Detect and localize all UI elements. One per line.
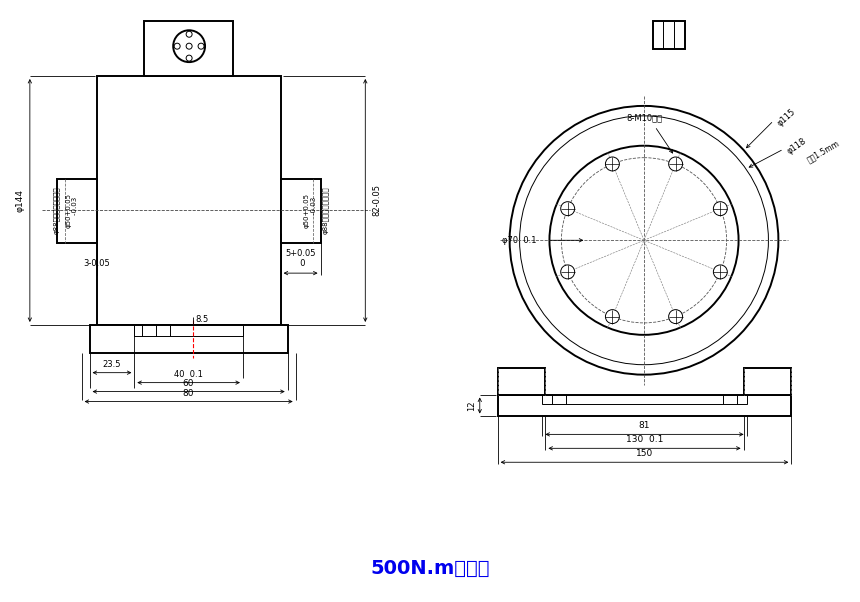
- Bar: [144, 21, 233, 76]
- Circle shape: [173, 30, 205, 62]
- Bar: [653, 21, 685, 49]
- Circle shape: [510, 106, 778, 374]
- Text: 500N.m外形图: 500N.m外形图: [371, 559, 489, 579]
- Bar: [89, 325, 287, 353]
- Circle shape: [175, 43, 180, 49]
- Text: 130  0.1: 130 0.1: [626, 435, 663, 444]
- Circle shape: [605, 309, 619, 324]
- Text: 82-0.05: 82-0.05: [372, 184, 382, 217]
- Text: φ88配联轴器外形尺寸: φ88配联轴器外形尺寸: [53, 187, 60, 234]
- Text: φ88配联轴器外形尺寸: φ88配联轴器外形尺寸: [322, 187, 329, 234]
- Text: φ70  0.1: φ70 0.1: [502, 236, 537, 245]
- Circle shape: [562, 158, 727, 323]
- Text: 8.5: 8.5: [195, 315, 209, 324]
- Text: 8-M10均布: 8-M10均布: [627, 114, 663, 123]
- Bar: [744, 368, 791, 394]
- Bar: [543, 394, 746, 403]
- Text: φ50+0.05
    -0.03: φ50+0.05 -0.03: [304, 193, 317, 228]
- Circle shape: [587, 182, 702, 298]
- Circle shape: [186, 43, 192, 49]
- Bar: [134, 325, 243, 336]
- Text: 3-0.05: 3-0.05: [83, 259, 110, 268]
- Circle shape: [561, 202, 574, 216]
- Circle shape: [669, 309, 683, 324]
- Circle shape: [669, 157, 683, 171]
- Text: 12: 12: [467, 400, 476, 411]
- Text: 5+0.05
  0: 5+0.05 0: [286, 249, 316, 268]
- Text: φ115: φ115: [776, 107, 797, 128]
- Text: 60: 60: [183, 379, 194, 388]
- Circle shape: [561, 265, 574, 279]
- Text: 23.5: 23.5: [102, 359, 121, 368]
- Bar: [280, 179, 321, 243]
- Circle shape: [640, 237, 648, 244]
- Bar: [498, 394, 791, 417]
- Text: 80: 80: [183, 388, 194, 397]
- Circle shape: [550, 146, 739, 335]
- Bar: [96, 76, 280, 325]
- Circle shape: [186, 31, 192, 37]
- Circle shape: [628, 225, 660, 256]
- Circle shape: [198, 43, 204, 49]
- Circle shape: [519, 116, 769, 365]
- Circle shape: [569, 166, 719, 315]
- Text: 81: 81: [639, 421, 650, 430]
- Text: φ118: φ118: [786, 136, 808, 156]
- Circle shape: [713, 265, 728, 279]
- Text: φ50+0.05
    -0.03: φ50+0.05 -0.03: [65, 193, 78, 228]
- Circle shape: [605, 157, 619, 171]
- Text: φ144: φ144: [15, 189, 24, 212]
- Bar: [57, 179, 96, 243]
- Bar: [498, 368, 545, 394]
- Text: 圆腔1.5mm: 圆腔1.5mm: [806, 138, 841, 164]
- Text: 150: 150: [636, 449, 653, 458]
- Circle shape: [713, 202, 728, 216]
- Text: 40  0.1: 40 0.1: [175, 370, 203, 379]
- Circle shape: [186, 55, 192, 61]
